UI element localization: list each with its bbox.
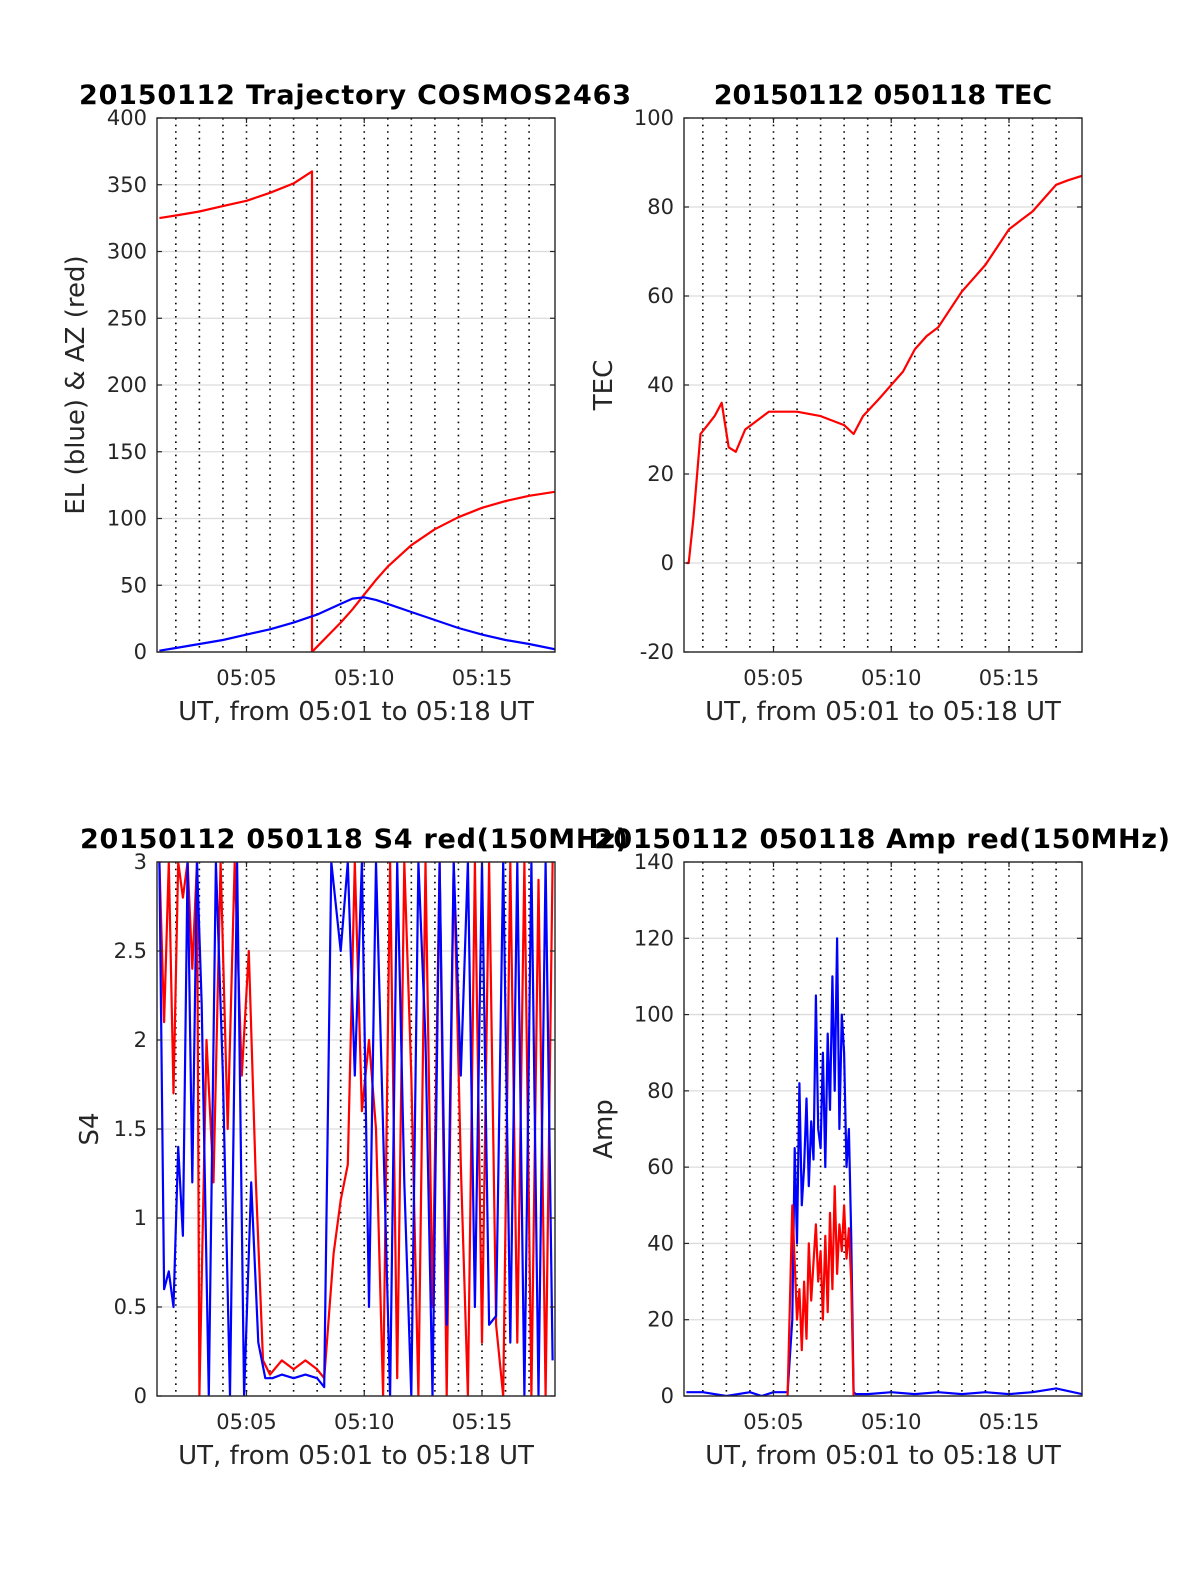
x-tick-label: 05:15 <box>979 666 1040 690</box>
y-tick-label: 0 <box>661 1384 674 1408</box>
series-line-2 <box>786 1185 855 1396</box>
y-tick-label: 3 <box>134 850 147 874</box>
y-tick-label: 200 <box>107 373 147 397</box>
chart-panel-4: 0 20 40 60 80 100 120 140 05:05 05:10 05:15 2015011… <box>589 824 1170 1471</box>
x-tick-label: 05:15 <box>979 1410 1040 1434</box>
y-axis-label: EL (blue) & AZ (red) <box>61 255 91 514</box>
y-tick-label: 40 <box>647 373 674 397</box>
y-tick-label: 50 <box>120 573 147 597</box>
chart-title: 20150112 050118 TEC <box>714 80 1053 111</box>
series-line-2 <box>159 596 555 652</box>
x-tick-label: 05:05 <box>216 1410 277 1434</box>
series-line-2 <box>158 862 554 1396</box>
series-line-1 <box>686 937 1082 1396</box>
x-tick-label: 05:05 <box>216 666 277 690</box>
x-axis-label: UT, from 05:01 to 05:18 UT <box>178 1441 534 1471</box>
y-axis-label: S4 <box>75 1112 105 1145</box>
y-tick-label: 60 <box>647 284 674 308</box>
y-tick-label: 400 <box>107 106 147 130</box>
x-tick-label: 05:10 <box>861 1410 922 1434</box>
chart-panel-2: -20 0 20 40 60 80 100 05:05 05:10 05:15 20150112 0… <box>589 80 1083 727</box>
axes-box <box>683 861 1083 1397</box>
chart-panel-3: 0 0.5 1 1.5 2 2.5 3 05:05 05:10 05:15 20150112 050… <box>75 824 628 1471</box>
series-line-1 <box>159 170 555 652</box>
x-tick-label: 05:05 <box>743 666 804 690</box>
series-line-1 <box>686 174 1082 565</box>
y-tick-label: 2 <box>134 1028 147 1052</box>
y-tick-label: 140 <box>634 850 674 874</box>
y-tick-label: 40 <box>647 1231 674 1255</box>
y-tick-label: 100 <box>634 106 674 130</box>
y-tick-label: 120 <box>634 926 674 950</box>
x-tick-label: 05:10 <box>861 666 922 690</box>
y-tick-label: 20 <box>647 462 674 486</box>
y-tick-label: 0 <box>661 551 674 575</box>
y-tick-label: 80 <box>647 1079 674 1103</box>
x-tick-label: 05:15 <box>452 666 513 690</box>
y-tick-label: 80 <box>647 195 674 219</box>
y-tick-label: 100 <box>634 1003 674 1027</box>
plot-area <box>684 862 1082 1396</box>
y-tick-label: 2.5 <box>114 939 147 963</box>
y-tick-label: 20 <box>647 1308 674 1332</box>
x-tick-label: 05:15 <box>452 1410 513 1434</box>
x-axis-label: UT, from 05:01 to 05:18 UT <box>178 697 534 727</box>
x-axis-label: UT, from 05:01 to 05:18 UT <box>705 697 1061 727</box>
y-axis-label: TEC <box>589 360 619 411</box>
x-tick-label: 05:05 <box>743 1410 804 1434</box>
y-tick-label: -20 <box>640 640 674 664</box>
y-tick-label: 1 <box>134 1206 147 1230</box>
chart-title: 20150112 050118 S4 red(150MHz) <box>80 824 628 855</box>
y-tick-label: 300 <box>107 240 147 264</box>
x-axis-label: UT, from 05:01 to 05:18 UT <box>705 1441 1061 1471</box>
chart-title: 20150112 050118 Amp red(150MHz) <box>594 824 1170 855</box>
y-tick-label: 0.5 <box>114 1295 147 1319</box>
y-tick-label: 250 <box>107 306 147 330</box>
y-tick-label: 0 <box>134 1384 147 1408</box>
chart-title: 20150112 Trajectory COSMOS2463 <box>79 80 631 111</box>
y-axis-label: Amp <box>589 1099 619 1159</box>
y-tick-label: 150 <box>107 440 147 464</box>
x-tick-label: 05:10 <box>334 666 395 690</box>
y-tick-label: 100 <box>107 507 147 531</box>
y-tick-label: 350 <box>107 173 147 197</box>
series-line-1 <box>158 862 554 1396</box>
y-tick-label: 1.5 <box>114 1117 147 1141</box>
y-tick-label: 60 <box>647 1155 674 1179</box>
y-tick-label: 0 <box>134 640 147 664</box>
chart-panel-1: 0 50 100 150 200 250 300 350 400 05:05 05:10 05:15 2… <box>61 80 631 727</box>
x-tick-label: 05:10 <box>334 1410 395 1434</box>
